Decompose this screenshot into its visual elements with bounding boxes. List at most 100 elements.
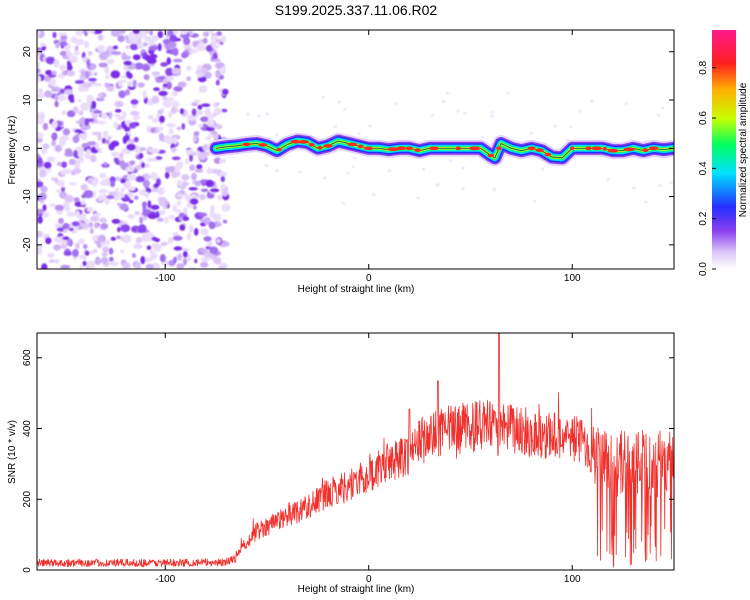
noise-blob [176,200,182,206]
noise-blob [352,165,355,168]
noise-blob [106,58,115,65]
noise-blob [97,34,104,41]
noise-blob [94,212,102,217]
noise-blob [298,170,302,173]
colorbar-tick-label: 0.6 [698,111,709,125]
noise-blob [108,191,118,196]
noise-blob [192,205,197,210]
noise-blob [77,150,84,158]
noise-blob [212,52,218,61]
noise-blob [91,235,100,242]
noise-blob [176,263,185,269]
noise-blob [86,30,96,34]
noise-blob [92,30,103,35]
noise-blob [127,190,133,197]
noise-blob [215,69,221,78]
noise-blob [265,164,269,167]
ridge-peak [623,147,635,152]
noise-blob [97,234,107,243]
noise-blob [68,227,74,232]
noise-blob [92,83,102,87]
noise-blob [220,35,227,43]
noise-blob [134,62,144,70]
noise-blob [658,184,662,187]
noise-blob [193,131,200,136]
noise-blob [49,203,56,208]
noise-blob [37,230,43,238]
ridge-peak [276,147,282,152]
noise-blob [101,193,107,201]
noise-blob [79,264,84,269]
ridge-peak [468,146,481,151]
noise-blob [669,181,673,184]
noise-blob [155,156,163,160]
ridge-peak [428,146,439,151]
noise-blob [61,169,66,176]
noise-blob [198,124,204,128]
noise-blob [196,64,203,71]
ridge-peak [387,147,400,151]
y-tick-label: -20 [22,237,33,252]
noise-blob [172,58,183,63]
ridge-peak [298,140,309,144]
noise-blob [78,110,84,116]
noise-blob [54,177,59,184]
noise-blob [146,125,152,133]
noise-blob [170,165,175,172]
noise-blob [128,186,136,191]
noise-blob [121,234,132,243]
noise-blob [167,41,177,49]
noise-blob [150,35,159,42]
noise-blob [91,179,98,187]
noise-blob [195,168,203,173]
x-tick-label: 100 [564,574,581,585]
noise-blob [125,45,130,49]
ridge-peak [535,148,544,152]
noise-blob [134,243,141,249]
noise-blob [461,166,465,170]
noise-blob [165,201,170,206]
noise-blob [167,111,173,119]
noise-blob [133,136,139,143]
noise-blob [202,31,210,37]
noise-blob [146,158,155,162]
noise-blob [177,81,187,88]
noise-blob [215,38,222,44]
noise-blob [83,244,88,249]
noise-blob [157,109,163,115]
noise-blob [80,70,86,76]
noise-blob [209,188,220,193]
noise-blob [172,235,183,241]
noise-blob [215,79,220,86]
noise-blob [533,200,537,203]
noise-blob [216,194,223,201]
noise-blob [151,243,158,249]
noise-blob [346,171,350,175]
noise-blob [130,110,140,116]
noise-blob [113,157,119,163]
colorbar-tick-label: 0.4 [698,161,709,175]
noise-blob [191,108,197,117]
noise-blob [185,158,189,165]
noise-blob [51,177,55,181]
noise-blob [135,237,143,243]
colorbar-tick-label: 0.0 [698,262,709,276]
noise-blob [275,133,279,137]
noise-blob [183,207,188,215]
noise-blob [209,210,216,218]
noise-blob [77,98,82,103]
noise-blob [211,44,221,49]
noise-blob [99,217,107,223]
noise-blob [387,169,391,172]
noise-blob [110,30,120,37]
noise-blob [37,93,45,99]
noise-blob [117,35,125,43]
noise-blob [72,106,79,113]
noise-blob [200,257,210,262]
noise-blob [102,130,109,138]
noise-blob [106,195,115,200]
noise-blob [101,252,108,257]
noise-blob [73,50,80,56]
noise-blob [122,262,131,269]
noise-blob [173,256,177,264]
